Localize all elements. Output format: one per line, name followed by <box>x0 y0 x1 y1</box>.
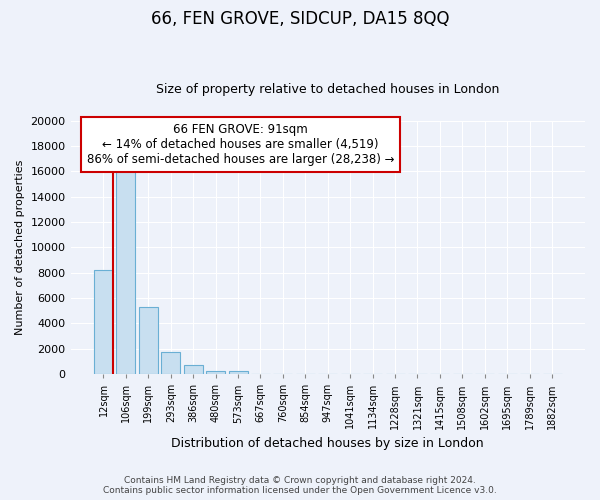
Bar <box>94 270 113 374</box>
Text: 66 FEN GROVE: 91sqm
← 14% of detached houses are smaller (4,519)
86% of semi-det: 66 FEN GROVE: 91sqm ← 14% of detached ho… <box>86 124 394 166</box>
Bar <box>116 164 136 374</box>
Title: Size of property relative to detached houses in London: Size of property relative to detached ho… <box>156 83 499 96</box>
Bar <box>139 307 158 374</box>
Bar <box>229 371 248 374</box>
Bar <box>184 364 203 374</box>
Bar <box>206 371 225 374</box>
Text: Contains HM Land Registry data © Crown copyright and database right 2024.
Contai: Contains HM Land Registry data © Crown c… <box>103 476 497 495</box>
Y-axis label: Number of detached properties: Number of detached properties <box>15 160 25 335</box>
Text: 66, FEN GROVE, SIDCUP, DA15 8QQ: 66, FEN GROVE, SIDCUP, DA15 8QQ <box>151 10 449 28</box>
Bar <box>161 352 180 374</box>
X-axis label: Distribution of detached houses by size in London: Distribution of detached houses by size … <box>172 437 484 450</box>
